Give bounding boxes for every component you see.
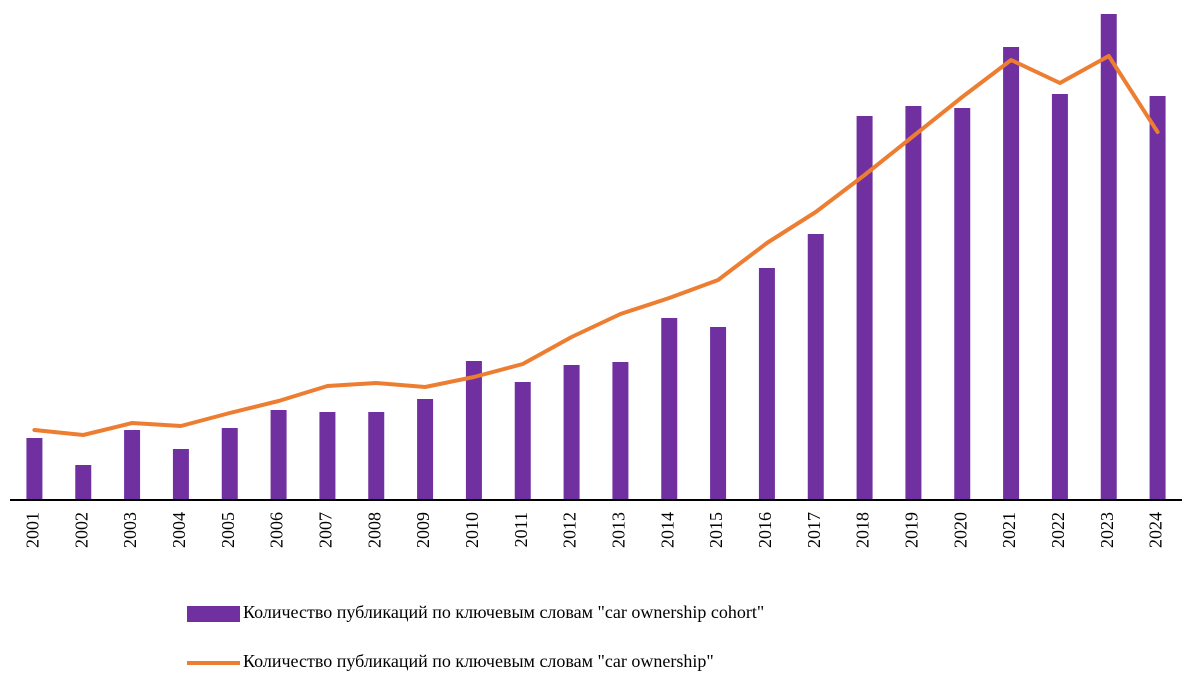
x-tick-label: 2023 bbox=[1097, 512, 1117, 548]
bar bbox=[905, 106, 922, 500]
bar bbox=[1051, 94, 1068, 500]
x-tick-label: 2018 bbox=[853, 512, 873, 548]
x-tick-label: 2021 bbox=[999, 512, 1019, 548]
bar bbox=[661, 318, 678, 500]
x-tick-label: 2006 bbox=[267, 512, 287, 548]
bar bbox=[710, 327, 727, 500]
bar bbox=[758, 268, 775, 500]
legend-swatch bbox=[187, 606, 240, 622]
bar bbox=[612, 362, 629, 500]
bar bbox=[1100, 14, 1117, 500]
bar bbox=[270, 410, 287, 500]
bar bbox=[417, 399, 434, 500]
bar bbox=[26, 438, 43, 500]
legend-label: Количество публикаций по ключевым словам… bbox=[243, 651, 714, 671]
bar bbox=[221, 428, 238, 500]
x-tick-label: 2008 bbox=[364, 512, 384, 548]
bar bbox=[75, 465, 92, 500]
bar bbox=[514, 382, 531, 500]
bar bbox=[954, 108, 971, 500]
x-tick-label: 2005 bbox=[218, 512, 238, 548]
bar bbox=[1149, 96, 1166, 500]
bar bbox=[1003, 47, 1020, 500]
x-tick-label: 2003 bbox=[120, 512, 140, 548]
x-tick-label: 2015 bbox=[706, 512, 726, 548]
bar bbox=[807, 234, 824, 500]
x-tick-label: 2004 bbox=[169, 512, 189, 548]
x-tick-label: 2011 bbox=[511, 512, 531, 547]
x-tick-label: 2007 bbox=[316, 512, 336, 548]
legend-label: Количество публикаций по ключевым словам… bbox=[243, 602, 764, 622]
bar bbox=[319, 412, 336, 500]
bar bbox=[172, 449, 189, 500]
line bbox=[32, 54, 1160, 437]
x-tick-label: 2013 bbox=[609, 512, 629, 548]
bar bbox=[563, 365, 580, 500]
x-tick-label: 2020 bbox=[950, 512, 970, 548]
bar bbox=[856, 116, 873, 500]
x-tick-label: 2001 bbox=[23, 512, 43, 548]
bar bbox=[465, 361, 482, 500]
x-tick-label: 2010 bbox=[462, 512, 482, 548]
x-tick-label: 2012 bbox=[560, 512, 580, 548]
x-tick-label: 2009 bbox=[413, 512, 433, 548]
bar bbox=[124, 430, 141, 500]
x-tick-label: 2002 bbox=[71, 512, 91, 548]
bar bbox=[368, 412, 385, 500]
x-tick-label: 2017 bbox=[804, 512, 824, 548]
x-tick-label: 2022 bbox=[1048, 512, 1068, 548]
x-tick-label: 2019 bbox=[902, 512, 922, 548]
x-tick-label: 2024 bbox=[1146, 512, 1166, 548]
x-tick-label: 2014 bbox=[657, 512, 677, 548]
x-tick-label: 2016 bbox=[755, 512, 775, 548]
